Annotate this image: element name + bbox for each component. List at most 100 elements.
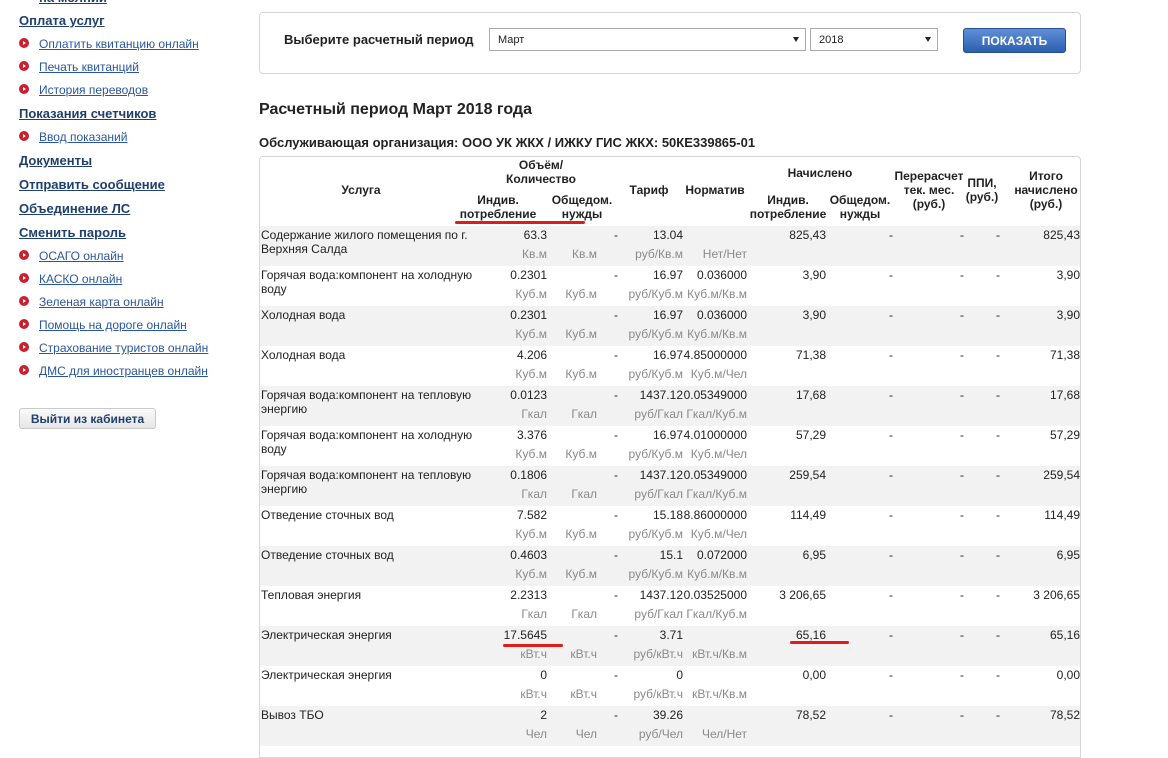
cell-text: кВт.ч (520, 687, 547, 701)
cell-text: руб/Гкал (634, 607, 683, 621)
sidebar-link[interactable]: КАСКО онлайн (39, 272, 123, 286)
sidebar-link[interactable]: на молнии (39, 0, 107, 6)
year-select[interactable]: 2018 (810, 28, 938, 51)
value-cell: - (960, 388, 964, 402)
cell-text: - (889, 228, 893, 242)
column-header: Итого начислено (руб.) (1014, 169, 1078, 211)
annotation-underline (790, 641, 849, 644)
unit-cell: Куб.м (515, 287, 547, 301)
bullet-icon (19, 61, 29, 71)
table-row: Горячая вода:компонент на тепловую энерг… (260, 386, 1080, 426)
value-cell: 0.036000 (697, 308, 747, 322)
value-cell: 114,49 (1044, 508, 1080, 522)
value-cell: 3.376 (517, 428, 547, 442)
value-cell: 16.97 (653, 308, 683, 322)
sidebar-heading[interactable]: Оплата услуг (19, 13, 105, 28)
cell-text: Чел (575, 727, 597, 741)
sidebar-link[interactable]: ДМС для иностранцев онлайн (39, 364, 208, 378)
period-heading: Расчетный период Март 2018 года (259, 101, 532, 118)
cell-text: - (614, 548, 618, 562)
month-select[interactable]: Март (489, 28, 806, 51)
cell-text: 7.582 (516, 508, 547, 522)
cell-text: 0.4603 (510, 548, 547, 562)
bullet-icon (19, 131, 29, 141)
cell-text: Гкал (521, 487, 547, 501)
cell-text: 1437.12 (639, 588, 683, 602)
value-cell: - (960, 548, 964, 562)
cell-text: 1437.12 (639, 468, 683, 482)
value-cell: - (996, 268, 1000, 282)
table-row: Вывоз ТБО 2 Чел - Чел 39.26 руб/Чел Чел/Нет 78,5… (260, 706, 1080, 746)
sidebar-link[interactable]: ОСАГО онлайн (39, 249, 124, 263)
cell-text: кВт.ч (520, 647, 547, 661)
value-cell: 1437.12 (640, 468, 683, 482)
value-cell: 0.2301 (510, 268, 547, 282)
unit-cell: руб/Куб.м (629, 567, 683, 581)
sidebar-link[interactable]: История переводов (39, 83, 149, 97)
unit-cell: Куб.м/Кв.м (687, 287, 747, 301)
logout-button[interactable]: Выйти из кабинета (19, 408, 156, 429)
cell-text: - (889, 708, 893, 722)
sidebar-link[interactable]: Зеленая карта онлайн (39, 295, 164, 309)
value-cell: - (996, 508, 1000, 522)
cell-text: - (996, 668, 1000, 682)
unit-cell: руб/Куб.м (629, 527, 683, 541)
period-filter (259, 12, 1081, 74)
sidebar-link[interactable]: Помощь на дороге онлайн (39, 318, 187, 332)
cell-text: 3,90 (1056, 308, 1080, 322)
sidebar-link[interactable]: Оплатить квитанцию онлайн (39, 37, 199, 51)
bullet-icon (19, 319, 29, 329)
unit-cell: Куб.м (565, 367, 597, 381)
cell-text: 71,38 (795, 348, 826, 362)
value-cell: - (614, 588, 618, 602)
sidebar-heading[interactable]: Объединение ЛС (19, 201, 131, 216)
sidebar-link[interactable]: Страхование туристов онлайн (39, 341, 209, 355)
cell-text: Гкал (521, 607, 547, 621)
cell-text: 4.01000000 (683, 428, 747, 442)
cell-text: - (889, 628, 893, 642)
cell-text: - (996, 348, 1000, 362)
unit-cell: Чел (526, 727, 547, 741)
sidebar-link[interactable]: Печать квитанций (39, 60, 139, 74)
table-row: Электрическая энергия 0 кВт.ч - кВт.ч 0 руб/кВ… (260, 666, 1080, 706)
value-cell: 65,16 (1050, 628, 1080, 642)
value-cell: - (889, 348, 893, 362)
sidebar-heading[interactable]: Отправить сообщение (19, 177, 165, 192)
cell-text: - (996, 468, 1000, 482)
value-cell: 0.05349000 (684, 388, 747, 402)
value-cell: 1437.12 (640, 588, 683, 602)
unit-cell: кВт.ч (520, 647, 547, 661)
cell-text: руб/Куб.м (628, 367, 683, 381)
value-cell: - (996, 348, 1000, 362)
value-cell: 825,43 (789, 228, 826, 242)
value-cell: 13.04 (653, 228, 683, 242)
cell-text: 0.05349000 (683, 468, 747, 482)
value-cell: - (960, 588, 964, 602)
unit-cell: кВт.ч (520, 687, 547, 701)
table-row: Горячая вода:компонент на тепловую энерг… (260, 466, 1080, 506)
cell-text: кВт.ч (570, 687, 597, 701)
cell-text: Кв.м (522, 247, 547, 261)
sidebar-link[interactable]: Ввод показаний (39, 130, 128, 144)
cell-text: 3.71 (659, 628, 683, 642)
cell-text: 3,90 (802, 308, 826, 322)
value-cell: 259,54 (1043, 468, 1080, 482)
sidebar-heading[interactable]: Документы (19, 153, 93, 168)
service-name: Отведение сточных вод (261, 508, 394, 522)
annotation-underline (503, 644, 563, 647)
show-button[interactable]: ПОКАЗАТЬ (963, 28, 1066, 53)
sidebar-heading[interactable]: Показания счетчиков (19, 106, 157, 121)
bullet-icon (19, 84, 29, 94)
cell-text: кВт.ч/Кв.м (692, 687, 747, 701)
cell-text: 15.1 (659, 548, 683, 562)
cell-text: Гкал/Куб.м (686, 607, 747, 621)
value-cell: 3,90 (1057, 268, 1080, 282)
cell-text: руб/кВт.ч (633, 687, 684, 701)
cell-text: - (996, 588, 1000, 602)
value-cell: - (996, 548, 1000, 562)
value-cell: - (889, 708, 893, 722)
value-cell: - (960, 508, 964, 522)
value-cell: - (996, 668, 1000, 682)
service-name: Содержание жилого помещения по г. Верхня… (261, 228, 468, 256)
sidebar-heading[interactable]: Сменить пароль (19, 225, 126, 240)
